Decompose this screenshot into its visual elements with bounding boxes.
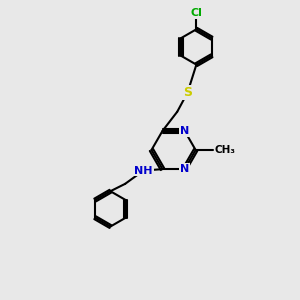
Text: S: S [183,86,192,99]
Text: N: N [180,126,189,136]
Text: CH₃: CH₃ [215,145,236,155]
Text: NH: NH [134,166,153,176]
Text: Cl: Cl [190,8,202,18]
Text: N: N [180,164,189,174]
